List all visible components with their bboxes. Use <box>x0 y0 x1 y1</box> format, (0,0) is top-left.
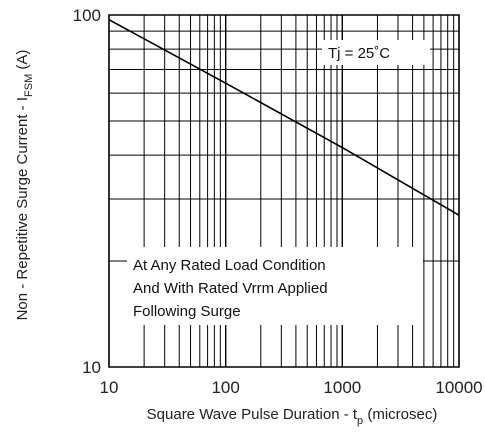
x-tick-label: 100 <box>211 378 239 397</box>
series-group <box>108 18 460 216</box>
condition-annotation-box <box>127 247 423 325</box>
condition-line-3: Following Surge <box>133 303 241 320</box>
x-axis-label: Square Wave Pulse Duration - tp (microse… <box>147 406 438 427</box>
plot-frame <box>108 14 460 368</box>
y-tick-label: 100 <box>73 6 101 25</box>
condition-line-1: At Any Rated Load Condition <box>133 257 326 274</box>
x-tick-label: 10 <box>100 378 119 397</box>
temperature-annotation-box <box>322 40 430 65</box>
condition-line-2: And With Rated Vrrm Applied <box>133 280 328 297</box>
series-line-0 <box>108 18 460 216</box>
y-axis-label: Non - Repetitive Surge Current - IFSM (A… <box>14 50 35 321</box>
y-tick-label: 10 <box>82 358 101 377</box>
temperature-annotation: Tj = 25˚C <box>328 45 390 62</box>
tick-labels: 10 100 1000 10000 10 100 <box>73 6 483 397</box>
x-tick-label: 10000 <box>435 378 482 397</box>
x-tick-label: 1000 <box>323 378 361 397</box>
